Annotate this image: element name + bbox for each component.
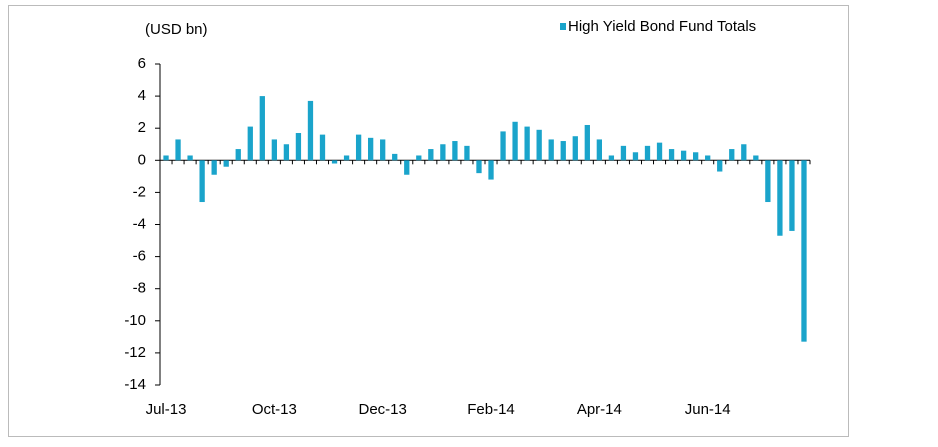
y-tick-label: -10 bbox=[124, 312, 146, 329]
bar bbox=[632, 152, 639, 161]
bar bbox=[355, 134, 362, 161]
bar bbox=[223, 160, 229, 167]
y-tick-label: -8 bbox=[133, 280, 146, 297]
bar bbox=[548, 139, 554, 161]
bar bbox=[620, 145, 627, 161]
bar bbox=[476, 160, 482, 174]
bar bbox=[765, 160, 771, 203]
bar bbox=[271, 139, 277, 161]
bar bbox=[199, 160, 205, 203]
bar bbox=[175, 139, 181, 161]
bar bbox=[380, 139, 386, 161]
y-tick-label: -12 bbox=[124, 344, 146, 361]
bar bbox=[404, 160, 410, 175]
bar bbox=[331, 160, 338, 164]
bar bbox=[259, 96, 265, 161]
bar bbox=[392, 153, 398, 161]
y-tick-label: 6 bbox=[138, 55, 146, 72]
bar bbox=[644, 145, 651, 161]
bar bbox=[500, 131, 506, 161]
bar bbox=[343, 155, 350, 161]
bar bbox=[717, 160, 723, 172]
bar bbox=[668, 149, 675, 161]
bar bbox=[416, 155, 422, 161]
frame bbox=[8, 5, 849, 437]
y-tick-label: 4 bbox=[138, 87, 146, 104]
y-tick-label: -14 bbox=[124, 376, 146, 393]
y-tick-label: -6 bbox=[133, 248, 146, 265]
bar bbox=[187, 155, 193, 161]
bar bbox=[729, 149, 735, 161]
bar bbox=[452, 141, 458, 161]
bar bbox=[295, 133, 302, 161]
bar bbox=[596, 139, 602, 161]
y-tick-label: -4 bbox=[133, 215, 146, 232]
bar bbox=[608, 155, 615, 161]
x-tick-label: Apr-14 bbox=[577, 401, 622, 418]
x-tick-label: Dec-13 bbox=[359, 401, 407, 418]
bar bbox=[368, 137, 374, 161]
bar bbox=[163, 155, 169, 161]
bar bbox=[801, 160, 807, 342]
bar bbox=[283, 144, 290, 161]
bar bbox=[680, 150, 687, 161]
bar bbox=[307, 100, 314, 161]
bar bbox=[705, 155, 711, 161]
bar bbox=[584, 124, 590, 161]
x-tick-label: Jun-14 bbox=[685, 401, 731, 418]
bar bbox=[512, 121, 518, 161]
unit-label: (USD bn) bbox=[145, 21, 208, 38]
bar bbox=[524, 126, 530, 161]
bar bbox=[777, 160, 783, 236]
bar bbox=[247, 126, 253, 161]
y-tick-label: -2 bbox=[133, 183, 146, 200]
bar bbox=[319, 134, 326, 161]
x-tick-label: Oct-13 bbox=[252, 401, 297, 418]
y-tick-label: 2 bbox=[138, 119, 146, 136]
x-tick-label: Jul-13 bbox=[146, 401, 187, 418]
bar bbox=[656, 142, 663, 161]
bar bbox=[789, 160, 795, 231]
bar bbox=[488, 160, 494, 180]
x-tick-label: Feb-14 bbox=[467, 401, 515, 418]
bar bbox=[440, 144, 446, 161]
bar bbox=[536, 129, 542, 161]
bar bbox=[741, 144, 747, 161]
bar bbox=[211, 160, 217, 175]
bar bbox=[560, 141, 566, 161]
legend-swatch bbox=[560, 23, 566, 30]
y-tick-label: 0 bbox=[138, 151, 146, 168]
bar bbox=[235, 149, 241, 161]
bar bbox=[753, 155, 759, 161]
bar bbox=[464, 145, 470, 161]
bar bbox=[693, 152, 699, 161]
bar bbox=[572, 136, 578, 161]
legend-label: High Yield Bond Fund Totals bbox=[568, 18, 756, 35]
bar bbox=[428, 149, 434, 161]
